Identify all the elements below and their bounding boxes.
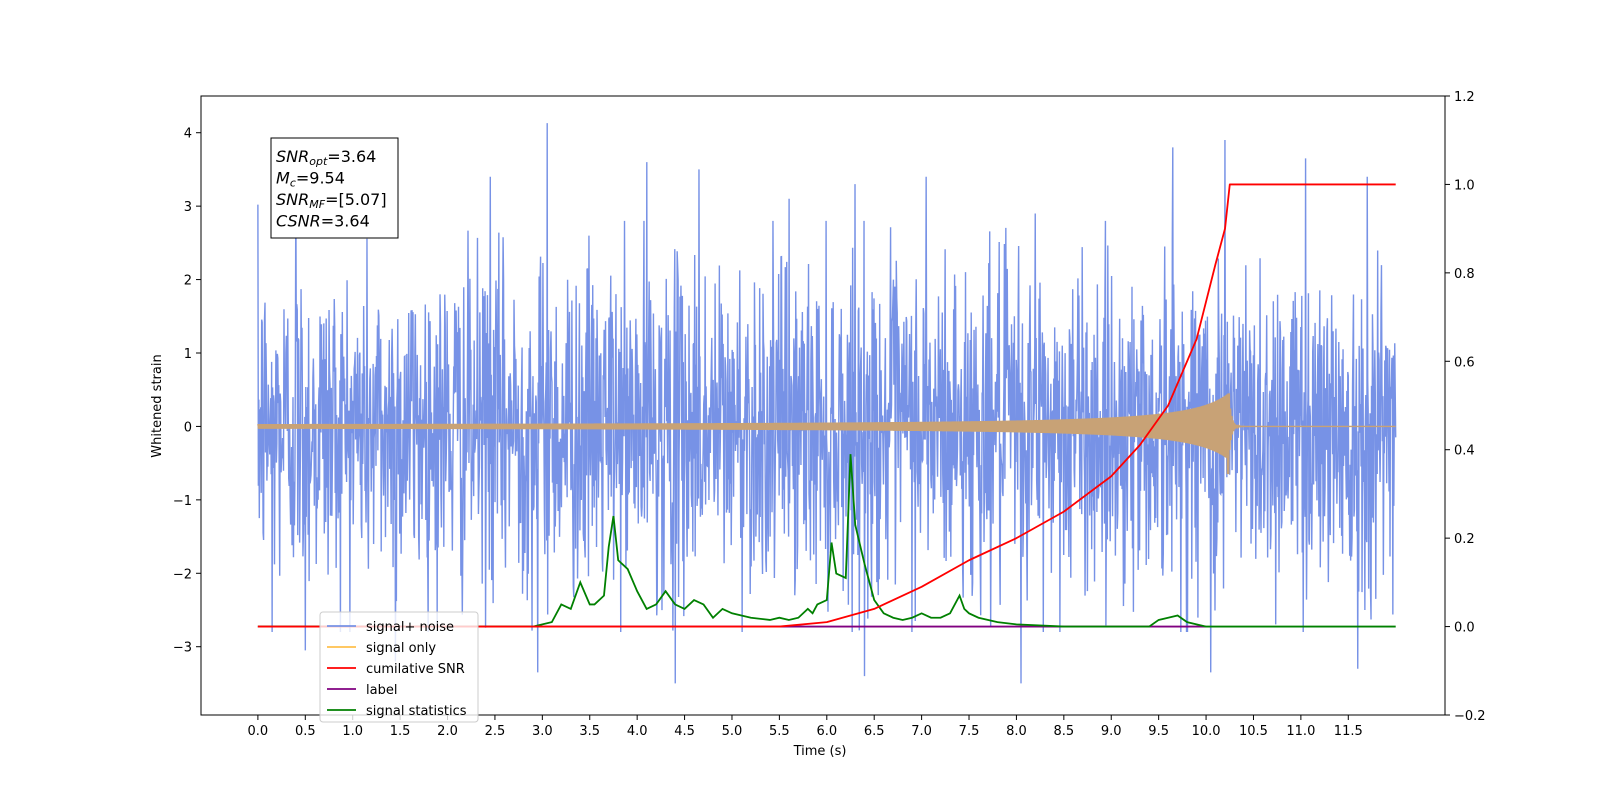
x-tick-label: 4.0 <box>627 724 648 739</box>
x-tick-label: 7.5 <box>959 724 980 739</box>
x-tick-label: 9.0 <box>1101 724 1122 739</box>
legend-entry: signal statistics <box>366 704 467 719</box>
y2-tick-label: 0.2 <box>1454 532 1475 547</box>
metric-value: =9.54 <box>296 169 345 188</box>
x-tick-label: 9.5 <box>1148 724 1169 739</box>
x-tick-label: 1.5 <box>390 724 411 739</box>
y2-tick-label: 0.6 <box>1454 355 1475 370</box>
legend-entry: cumilative SNR <box>366 662 465 677</box>
y-tick-label: 1 <box>184 347 192 362</box>
metric-line: CSNR=3.64 <box>276 212 370 231</box>
metric-line: SNRMF=[5.07] <box>276 190 387 211</box>
y-tick-label: −1 <box>173 494 192 509</box>
y-axis-ticks: 4 3 2 1 0 −1 −2 −3 <box>173 127 201 656</box>
series-signal-noise-line <box>257 123 1397 684</box>
y-tick-label: 4 <box>184 127 192 142</box>
legend-entry: label <box>366 683 397 698</box>
x-tick-label: 8.0 <box>1006 724 1027 739</box>
series-signal-statistics-line <box>257 454 1396 628</box>
y2-tick-label: −0.2 <box>1454 709 1486 724</box>
x-axis-ticks: 0.0 0.5 1.0 1.5 2.0 2.5 3.0 3.5 4.0 4.5 5.0 5.5 6.0 6… <box>248 715 1363 739</box>
x-tick-label: 4.5 <box>674 724 695 739</box>
x-tick-label: 8.5 <box>1053 724 1074 739</box>
x-tick-label: 6.0 <box>816 724 837 739</box>
metric-value: =3.64 <box>321 212 370 231</box>
y-axis-label: Whitened strain <box>150 354 165 457</box>
metric-subscript: MF <box>309 198 325 211</box>
x-tick-label: 2.0 <box>437 724 458 739</box>
plot-frame <box>200 95 1446 716</box>
y2-tick-label: 0.4 <box>1454 444 1475 459</box>
x-tick-label: 5.5 <box>769 724 790 739</box>
x-tick-label: 10.0 <box>1192 724 1221 739</box>
y-tick-label: 2 <box>184 274 192 289</box>
x-tick-label: 7.0 <box>911 724 932 739</box>
x-tick-label: 2.5 <box>485 724 506 739</box>
metric-value: =[5.07] <box>325 190 387 209</box>
y-tick-label: 3 <box>184 200 192 215</box>
metric-subscript: opt <box>309 155 328 168</box>
metric-value: =3.64 <box>327 147 376 166</box>
y-tick-label: −3 <box>173 641 192 656</box>
y-tick-label: 0 <box>184 420 192 435</box>
metric-subscript: c <box>290 177 296 190</box>
x-tick-label: 11.0 <box>1286 724 1315 739</box>
metric-line: SNRopt=3.64 <box>276 147 376 168</box>
metric-name: SNR <box>276 147 309 166</box>
x-tick-label: 0.5 <box>295 724 316 739</box>
x-tick-label: 1.0 <box>342 724 363 739</box>
metric-name: M <box>276 169 290 188</box>
legend-entry: signal+ noise <box>366 620 454 635</box>
x-tick-label: 5.0 <box>722 724 743 739</box>
metric-name: CSNR <box>276 212 321 231</box>
right-y-axis-ticks: 1.2 1.0 0.8 0.6 0.4 0.2 0.0 −0.2 <box>1445 90 1486 724</box>
legend: signal+ noise signal only cumilative SNR la… <box>319 611 479 723</box>
series-layer <box>257 123 1397 684</box>
x-tick-label: 11.5 <box>1334 724 1363 739</box>
y2-tick-label: 1.2 <box>1454 90 1475 105</box>
x-tick-label: 6.5 <box>864 724 885 739</box>
y2-tick-label: 1.0 <box>1454 178 1475 193</box>
legend-entry: signal only <box>366 641 436 656</box>
series-cumulative-snr-line <box>257 183 1396 628</box>
x-tick-label: 0.0 <box>248 724 269 739</box>
metric-name: SNR <box>276 190 309 209</box>
y2-tick-label: 0.0 <box>1454 621 1475 636</box>
series-signal-only-line <box>257 393 1396 475</box>
x-tick-label: 10.5 <box>1239 724 1268 739</box>
x-axis-label: Time (s) <box>793 744 847 759</box>
x-tick-label: 3.5 <box>579 724 600 739</box>
x-tick-label: 3.0 <box>532 724 553 739</box>
y-tick-label: −2 <box>173 567 192 582</box>
y2-tick-label: 0.8 <box>1454 267 1475 282</box>
metric-line: Mc=9.54 <box>276 169 345 190</box>
